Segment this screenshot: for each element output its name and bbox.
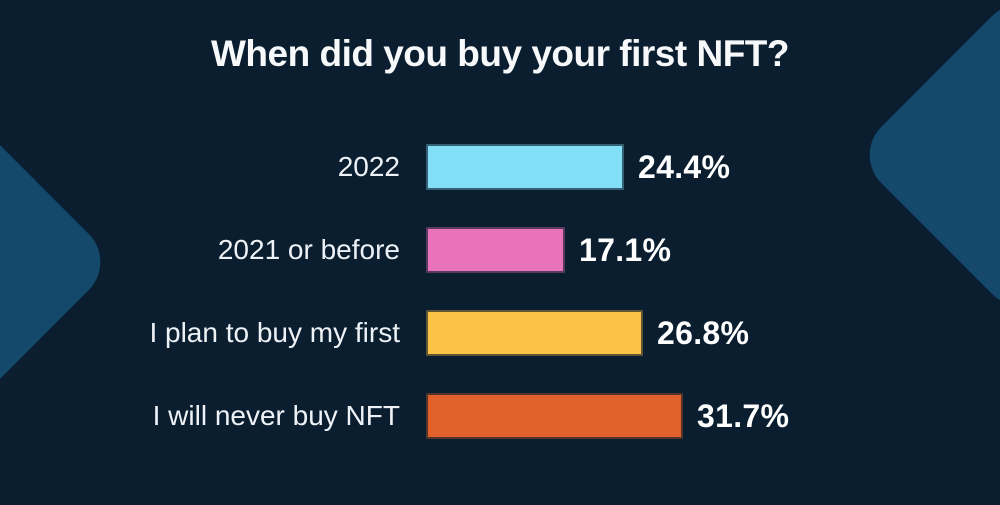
chart-row: 2021 or before 17.1% xyxy=(0,227,1000,273)
category-label: I will never buy NFT xyxy=(152,400,400,431)
value-label: 24.4% xyxy=(638,148,731,185)
bar xyxy=(426,310,643,356)
category-label: 2021 or before xyxy=(217,234,400,265)
category-label: I plan to buy my first xyxy=(149,317,400,348)
category-label: 2022 xyxy=(337,151,400,182)
value-label: 17.1% xyxy=(579,231,672,268)
chart-row: I will never buy NFT 31.7% xyxy=(0,393,1000,439)
bar xyxy=(426,393,683,439)
bar-chart: 2022 24.4% 2021 or before 17.1% I plan t… xyxy=(0,144,1000,476)
chart-row: I plan to buy my first 26.8% xyxy=(0,310,1000,356)
chart-title: When did you buy your first NFT? xyxy=(210,33,790,74)
bar xyxy=(426,227,565,273)
value-label: 31.7% xyxy=(697,397,790,434)
value-label: 26.8% xyxy=(657,314,750,351)
bar xyxy=(426,144,624,190)
chart-row: 2022 24.4% xyxy=(0,144,1000,190)
